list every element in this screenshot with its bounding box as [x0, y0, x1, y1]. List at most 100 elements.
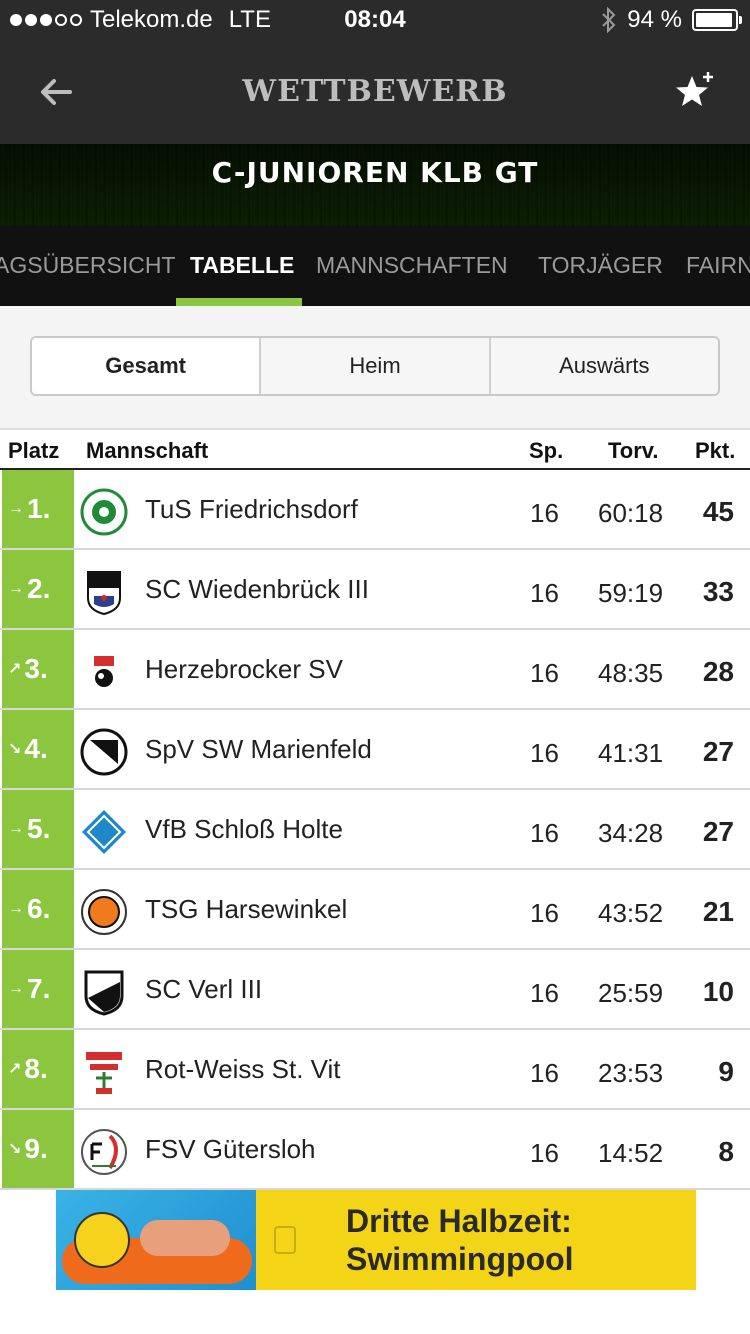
ad-line-1: Dritte Halbzeit: — [346, 1203, 572, 1239]
ball-icon — [74, 1212, 130, 1268]
team-logo-icon — [80, 488, 128, 536]
tab-fairness[interactable]: FAIRN — [686, 252, 750, 278]
table-row[interactable]: ↗ 8. Rot-Weiss St. Vit 16 23:53 9 — [0, 1030, 750, 1110]
games-played: 16 — [530, 658, 559, 688]
trend-arrow-icon: ↗ — [8, 661, 22, 678]
trend-arrow-icon: → — [8, 500, 24, 517]
battery-icon — [692, 9, 742, 31]
games-played: 16 — [530, 498, 559, 528]
goal-ratio: 43:52 — [598, 898, 664, 928]
header-sp: Sp. — [529, 438, 564, 463]
competition-title: C-JUNIOREN KLB GT — [211, 156, 539, 189]
star-plus-icon[interactable] — [672, 70, 716, 114]
team-logo-icon — [81, 1129, 127, 1175]
games-played: 16 — [530, 1138, 559, 1168]
nav-header: WETTBEWERB — [0, 40, 750, 144]
team-name: Herzebrocker SV — [145, 654, 343, 684]
filter-area: Gesamt Heim Auswärts — [0, 306, 750, 428]
table-row[interactable]: → 1. TuS Friedrichsdorf 16 60:18 45 — [0, 470, 750, 550]
goal-ratio: 25:59 — [598, 978, 664, 1008]
tag-icon — [274, 1226, 296, 1254]
goal-ratio: 41:31 — [598, 738, 664, 768]
games-played: 16 — [530, 978, 559, 1008]
points: 21 — [702, 896, 734, 927]
ad-text: Dritte Halbzeit: Swimmingpool — [346, 1202, 574, 1278]
goal-ratio: 34:28 — [598, 818, 664, 848]
trend-arrow-icon: → — [8, 900, 24, 917]
table-row[interactable]: ↘ 9. FSV Gütersloh 16 14:52 8 — [0, 1110, 750, 1190]
goal-ratio: 14:52 — [598, 1138, 664, 1168]
active-tab-indicator — [176, 298, 302, 306]
trend-arrow-icon: ↗ — [8, 1061, 22, 1078]
table-row[interactable]: → 2. SC Wiedenbrück III 16 59:19 33 — [0, 550, 750, 630]
network-label: LTE — [228, 6, 271, 33]
rank-cell: → 1. — [2, 470, 74, 548]
signal-strength-icon — [10, 14, 82, 26]
team-logo-icon — [80, 728, 128, 776]
tab-spieltagsuebersicht[interactable]: AGSÜBERSICHT — [0, 252, 176, 278]
table-row[interactable]: → 6. TSG Harsewinkel 16 43:52 21 — [0, 870, 750, 950]
table-row[interactable]: ↗ 3. Herzebrocker SV 16 48:35 28 — [0, 630, 750, 710]
table-header: Platz Mannschaft Sp. Torv. Pkt. — [0, 428, 750, 470]
trend-arrow-icon: ↘ — [8, 741, 22, 758]
team-name: TuS Friedrichsdorf — [145, 494, 358, 524]
segment-auswaerts[interactable]: Auswärts — [559, 353, 650, 378]
team-logo-icon — [86, 1052, 122, 1094]
segment-gesamt[interactable]: Gesamt — [32, 338, 262, 394]
status-right: 94 % — [601, 6, 742, 34]
tab-torjaeger[interactable]: TORJÄGER — [538, 252, 663, 278]
segment-heim[interactable]: Heim — [261, 338, 491, 394]
rank-cell: → 7. — [2, 950, 74, 1028]
points: 10 — [702, 976, 734, 1007]
team-logo-icon — [84, 970, 124, 1016]
team-logo-icon — [82, 810, 126, 854]
points: 45 — [702, 496, 734, 527]
header-mannschaft: Mannschaft — [86, 438, 209, 463]
header-pkt: Pkt. — [695, 438, 736, 463]
table-scope-segmented-control: Gesamt Heim Auswärts — [30, 336, 720, 396]
tab-mannschaften[interactable]: MANNSCHAFTEN — [316, 252, 508, 278]
goal-ratio: 48:35 — [598, 658, 664, 688]
team-logo-icon — [87, 571, 121, 616]
goal-ratio: 60:18 — [598, 498, 664, 528]
games-played: 16 — [530, 578, 559, 608]
table-row[interactable]: → 7. SC Verl III 16 25:59 10 — [0, 950, 750, 1030]
page-title: WETTBEWERB — [242, 74, 508, 109]
rank-cell: → 6. — [2, 870, 74, 948]
tab-tabelle[interactable]: TABELLE — [190, 252, 295, 278]
header-torv: Torv. — [608, 438, 659, 463]
rank-cell: ↘ 4. — [2, 710, 74, 788]
competition-banner: C-JUNIOREN KLB GT — [0, 144, 750, 226]
trend-arrow-icon: ↘ — [8, 1141, 22, 1158]
table-row[interactable]: → 5. VfB Schloß Holte 16 34:28 27 — [0, 790, 750, 870]
arrow-left-icon[interactable] — [34, 70, 78, 114]
team-name: VfB Schloß Holte — [145, 814, 343, 844]
bluetooth-icon — [602, 7, 616, 33]
points: 33 — [702, 576, 734, 607]
team-logo-icon — [94, 656, 114, 687]
games-played: 16 — [530, 818, 559, 848]
points: 27 — [702, 816, 734, 847]
status-left: Telekom.de LTE — [10, 6, 271, 34]
advertisement-banner[interactable]: Dritte Halbzeit: Swimmingpool — [56, 1190, 696, 1290]
carrier-label: Telekom.de — [90, 6, 213, 33]
team-name: SC Verl III — [145, 974, 263, 1004]
trend-arrow-icon: → — [8, 820, 24, 837]
team-name: TSG Harsewinkel — [145, 894, 348, 924]
rank-cell: → 2. — [2, 550, 74, 628]
table-row[interactable]: ↘ 4. SpV SW Marienfeld 16 41:31 27 — [0, 710, 750, 790]
goal-ratio: 23:53 — [598, 1058, 664, 1088]
points: 8 — [718, 1136, 734, 1167]
goal-ratio: 59:19 — [598, 578, 664, 608]
team-name: Rot-Weiss St. Vit — [145, 1054, 341, 1084]
team-name: SpV SW Marienfeld — [145, 734, 372, 764]
status-bar: Telekom.de LTE 08:04 94 % — [0, 0, 750, 40]
points: 9 — [718, 1056, 734, 1087]
games-played: 16 — [530, 738, 559, 768]
team-logo-icon — [81, 889, 127, 935]
trend-arrow-icon: → — [8, 980, 24, 997]
tab-bar: AGSÜBERSICHT TABELLE MANNSCHAFTEN TORJÄG… — [0, 226, 750, 306]
header-platz: Platz — [8, 438, 60, 463]
rank-cell: → 5. — [2, 790, 74, 868]
standings-table: → 1. TuS Friedrichsdorf 16 60:18 45 → 2. S… — [0, 470, 750, 1190]
